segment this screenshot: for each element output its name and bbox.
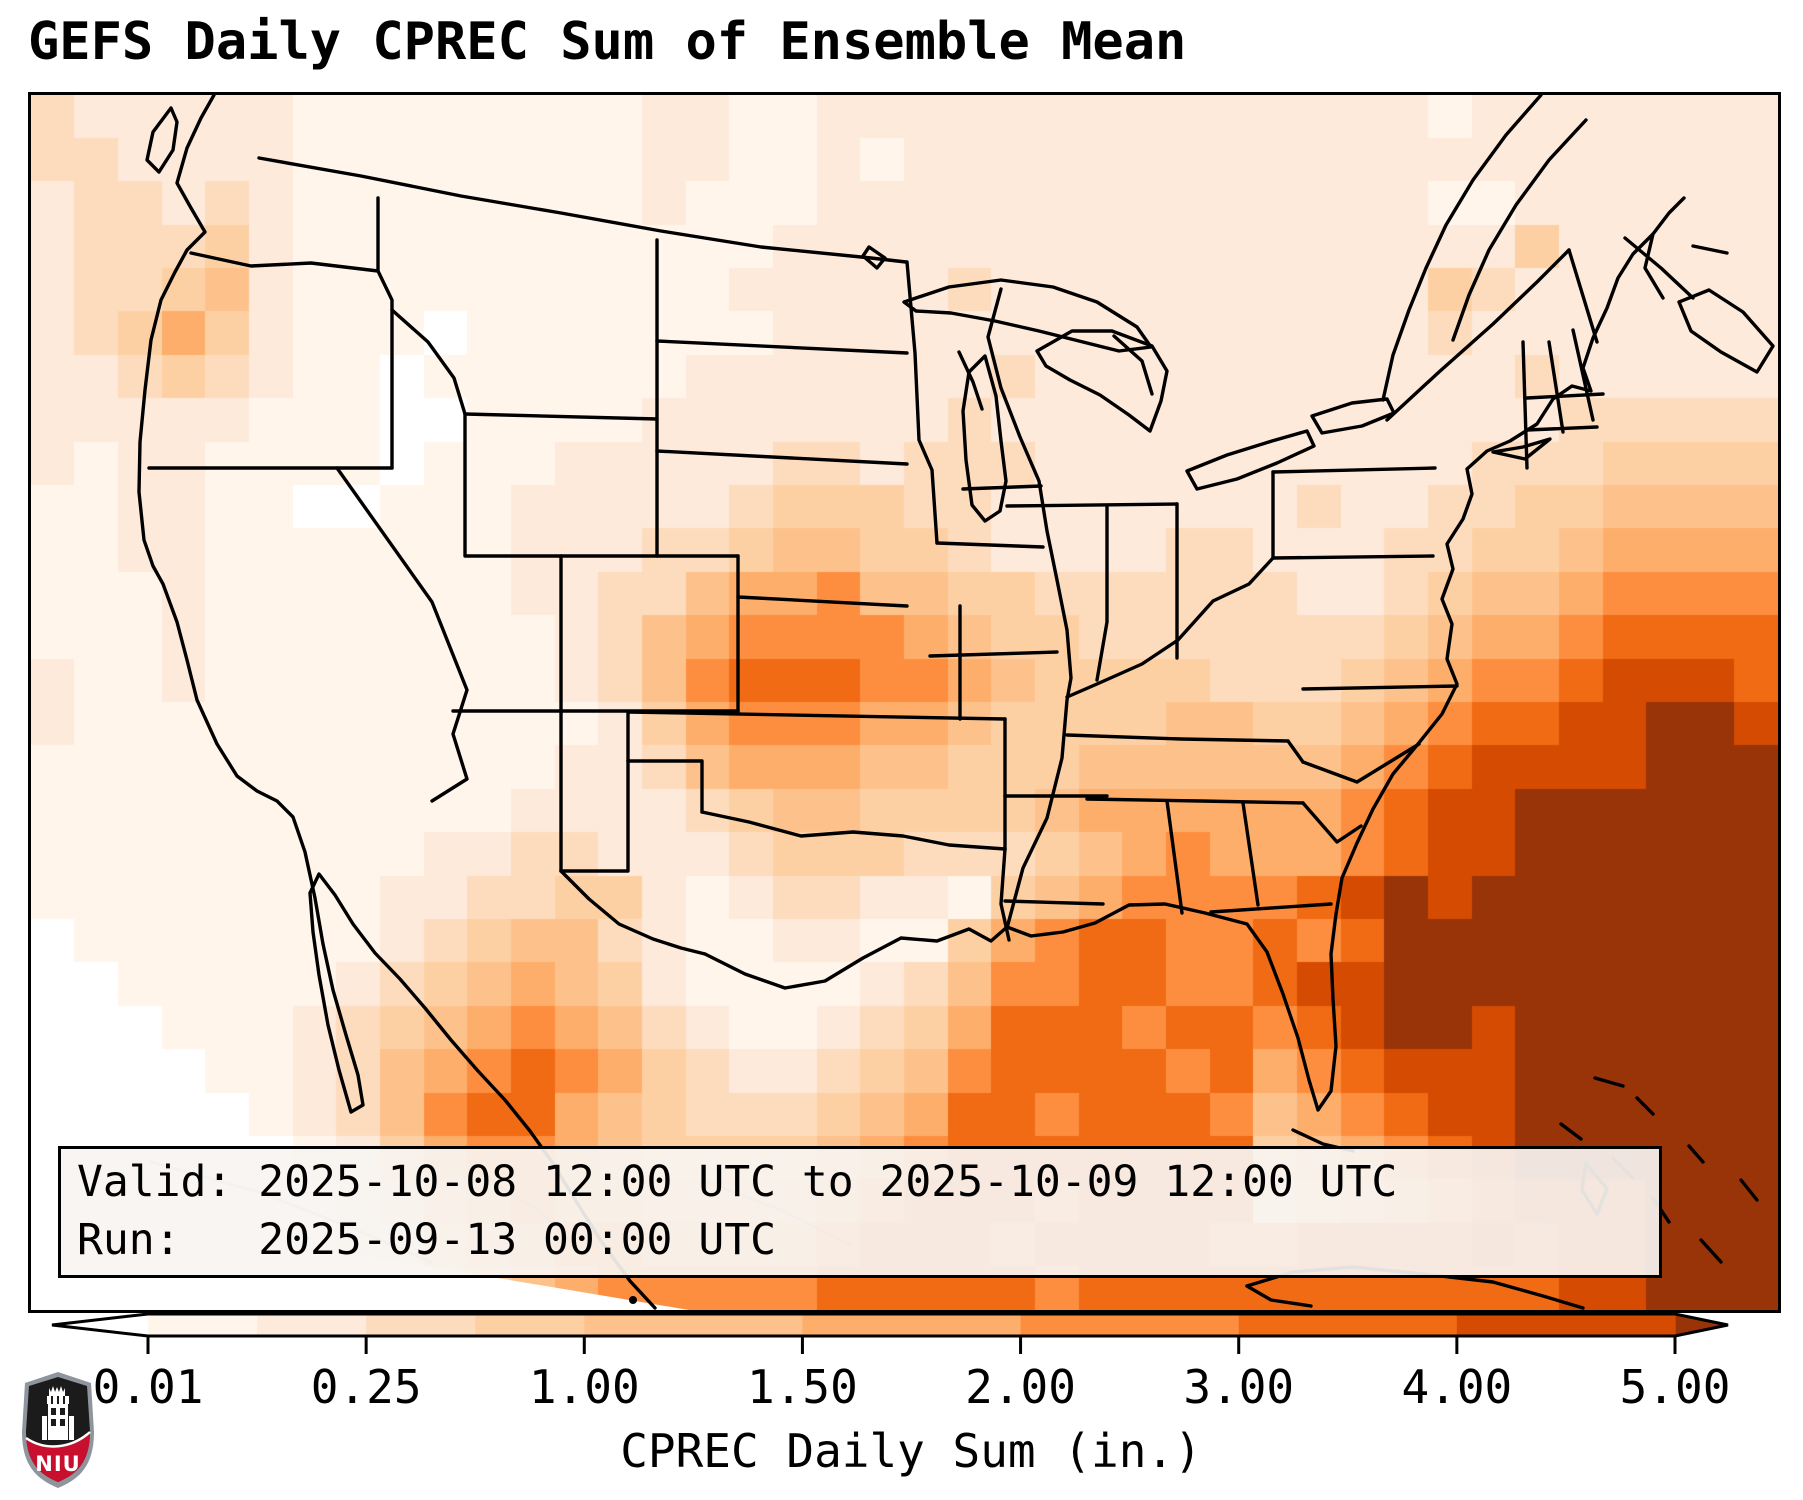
valid-time-text: Valid: 2025-10-08 12:00 UTC to 2025-10-0…: [77, 1157, 1398, 1207]
colorbar-tick-label: 0.01: [92, 1360, 204, 1414]
niu-shield-red: [26, 1431, 90, 1482]
niu-logo-text: NIU: [35, 1452, 80, 1476]
colorbar: 0.01 0.25 1.00 1.50 2.00 3.00 4.00 5.00 CPREC D…: [0, 1306, 1803, 1500]
colorbar-tick-label: 3.00: [1183, 1360, 1295, 1414]
colorbar-segment: [148, 1314, 258, 1336]
colorbar-segment: [1238, 1314, 1458, 1336]
colorbar-segment: [1020, 1314, 1240, 1336]
niu-castle-windows: [51, 1408, 65, 1426]
colorbar-axis-label: CPREC Daily Sum (in.): [620, 1424, 1202, 1478]
colorbar-tick-labels: 0.01 0.25 1.00 1.50 2.00 3.00 4.00 5.00: [0, 1360, 1803, 1420]
colorbar-segment: [802, 1314, 1022, 1336]
colorbar-tick-label: 5.00: [1619, 1360, 1731, 1414]
colorbar-segment: [584, 1314, 804, 1336]
map-axes: Valid: 2025-10-08 12:00 UTC to 2025-10-0…: [28, 92, 1781, 1313]
colorbar-tick-label: 1.50: [747, 1360, 858, 1414]
colorbar-tick-label: 4.00: [1401, 1360, 1513, 1414]
colorbar-tick-label: 2.00: [965, 1360, 1076, 1414]
colorbar-gradient-svg: [51, 1312, 1729, 1354]
colorbar-segment: [257, 1314, 367, 1336]
colorbar-tick-label: 1.00: [528, 1360, 640, 1414]
colorbar-extend-arrow: [52, 1314, 148, 1336]
colorbar-segment: [366, 1314, 476, 1336]
colorbar-extend-arrow: [1675, 1314, 1728, 1336]
colorbar-tick-label: 0.25: [310, 1360, 422, 1414]
niu-logo: NIU: [22, 1372, 94, 1488]
run-time-text: Run: 2025-09-13 00:00 UTC: [77, 1215, 776, 1265]
niu-swoosh-line: [25, 1431, 91, 1448]
annotation-box: Valid: 2025-10-08 12:00 UTC to 2025-10-0…: [58, 1146, 1662, 1278]
colorbar-segment: [1456, 1314, 1676, 1336]
figure-title: GEFS Daily CPREC Sum of Ensemble Mean: [28, 12, 1187, 72]
precipitation-heatmap-canvas: [31, 95, 1778, 1310]
colorbar-segment: [475, 1314, 585, 1336]
